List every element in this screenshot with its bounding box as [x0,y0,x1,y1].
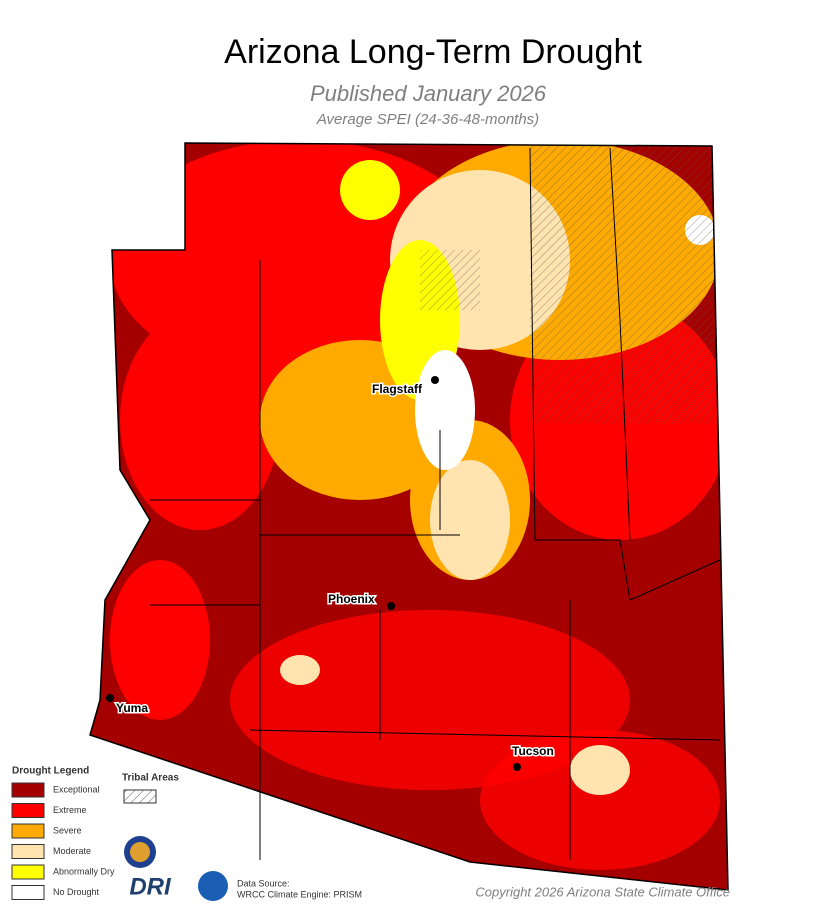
legend: Exceptional Extreme Severe Moderate Abnormal… [11,782,115,900]
county-lines [150,147,721,860]
city-label: Flagstaff [372,382,423,396]
city-dot [106,694,114,702]
tribal-swatch [123,789,157,804]
tribal-label: Tribal Areas [122,773,179,784]
city-dot [431,376,439,384]
legend-label: No Drought [53,887,100,897]
legend-swatch [11,803,45,818]
city-label: Phoenix [328,592,375,606]
legend-swatch [11,823,45,839]
az-seal-inner [130,842,150,862]
state-border [89,142,729,891]
city-dot [513,763,521,771]
legend-swatch [11,885,45,900]
dri-logo: DRI [129,873,172,900]
city-label: Yuma [116,701,148,715]
legend-label: Abnormally Dry [53,866,115,876]
legend-swatch [11,864,45,880]
legend-swatch [11,844,45,859]
source-label: Data Source: [237,878,290,888]
city-label: Tucson [512,744,554,758]
drought-map [90,143,728,890]
city-dot [387,602,395,610]
legend-label: Exceptional [53,784,100,794]
copyright: Copyright 2026 Arizona State Climate Off… [475,884,730,899]
legend-label: Extreme [53,805,87,815]
title: Arizona Long-Term Drought [224,33,642,71]
description: Average SPEI (24-36-48-months) [316,111,539,128]
noaa-logo [198,871,228,901]
subtitle: Published January 2026 [310,81,547,106]
legend-title: Drought Legend [12,766,89,777]
cities: Flagstaff Phoenix Yuma Tucson [106,376,555,771]
legend-label: Moderate [53,846,91,856]
legend-label: Severe [53,825,82,835]
source: WRCC Climate Engine: PRISM [237,889,362,899]
legend-swatch [11,782,45,798]
